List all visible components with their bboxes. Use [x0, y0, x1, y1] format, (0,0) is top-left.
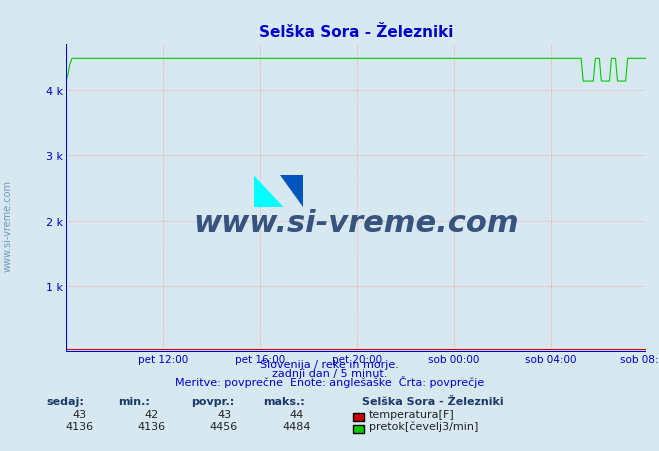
Polygon shape	[280, 176, 303, 207]
Text: www.si-vreme.com: www.si-vreme.com	[193, 208, 519, 237]
Text: 43: 43	[72, 409, 86, 419]
Text: temperatura[F]: temperatura[F]	[369, 409, 455, 419]
Text: 4456: 4456	[210, 421, 238, 431]
Text: Selška Sora - Železniki: Selška Sora - Železniki	[362, 396, 504, 405]
Text: 43: 43	[217, 409, 231, 419]
Text: Slovenija / reke in morje.: Slovenija / reke in morje.	[260, 359, 399, 369]
Polygon shape	[254, 176, 283, 207]
Text: 4484: 4484	[282, 421, 311, 431]
Text: 44: 44	[289, 409, 304, 419]
Text: zadnji dan / 5 minut.: zadnji dan / 5 minut.	[272, 368, 387, 378]
Text: 4136: 4136	[138, 421, 165, 431]
Text: min.:: min.:	[119, 396, 150, 405]
Text: maks.:: maks.:	[264, 396, 305, 405]
Text: www.si-vreme.com: www.si-vreme.com	[3, 179, 13, 272]
Text: 4136: 4136	[65, 421, 93, 431]
Text: povpr.:: povpr.:	[191, 396, 235, 405]
Text: sedaj:: sedaj:	[46, 396, 84, 405]
Text: pretok[čevelj3/min]: pretok[čevelj3/min]	[369, 421, 478, 431]
Title: Selška Sora - Železniki: Selška Sora - Železniki	[259, 25, 453, 40]
Text: Meritve: povprečne  Enote: anglešaške  Črta: povprečje: Meritve: povprečne Enote: anglešaške Črt…	[175, 376, 484, 387]
Text: 42: 42	[144, 409, 159, 419]
